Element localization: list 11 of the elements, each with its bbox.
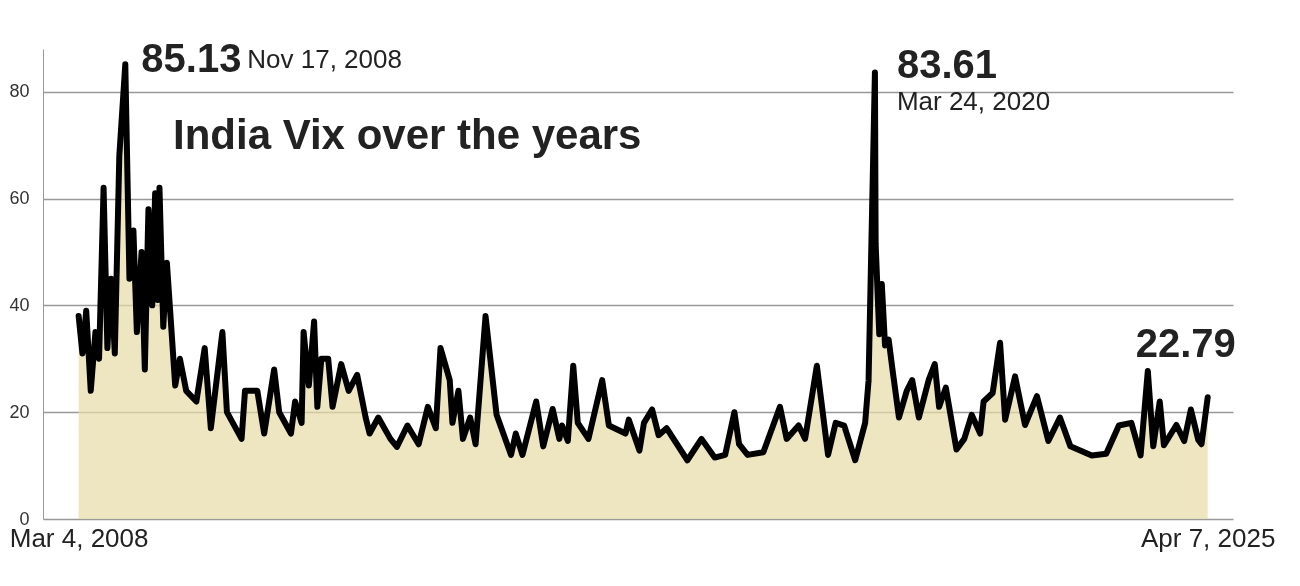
y-tick-label: 80 bbox=[9, 81, 30, 102]
annotation: Nov 17, 2008 bbox=[247, 44, 402, 75]
y-tick-label: 20 bbox=[9, 401, 30, 422]
annotation: 83.61 bbox=[896, 42, 998, 87]
y-tick-label: 60 bbox=[9, 188, 30, 209]
annotation: 85.13 bbox=[141, 36, 242, 81]
annotation: 22.79 bbox=[1135, 321, 1236, 366]
y-tick-label: 40 bbox=[9, 294, 30, 315]
text: India Vix over the years bbox=[173, 111, 642, 158]
x-tick-label: Apr 7, 2025 bbox=[1140, 522, 1276, 553]
annotation: Mar 24, 2020 bbox=[896, 86, 1051, 117]
